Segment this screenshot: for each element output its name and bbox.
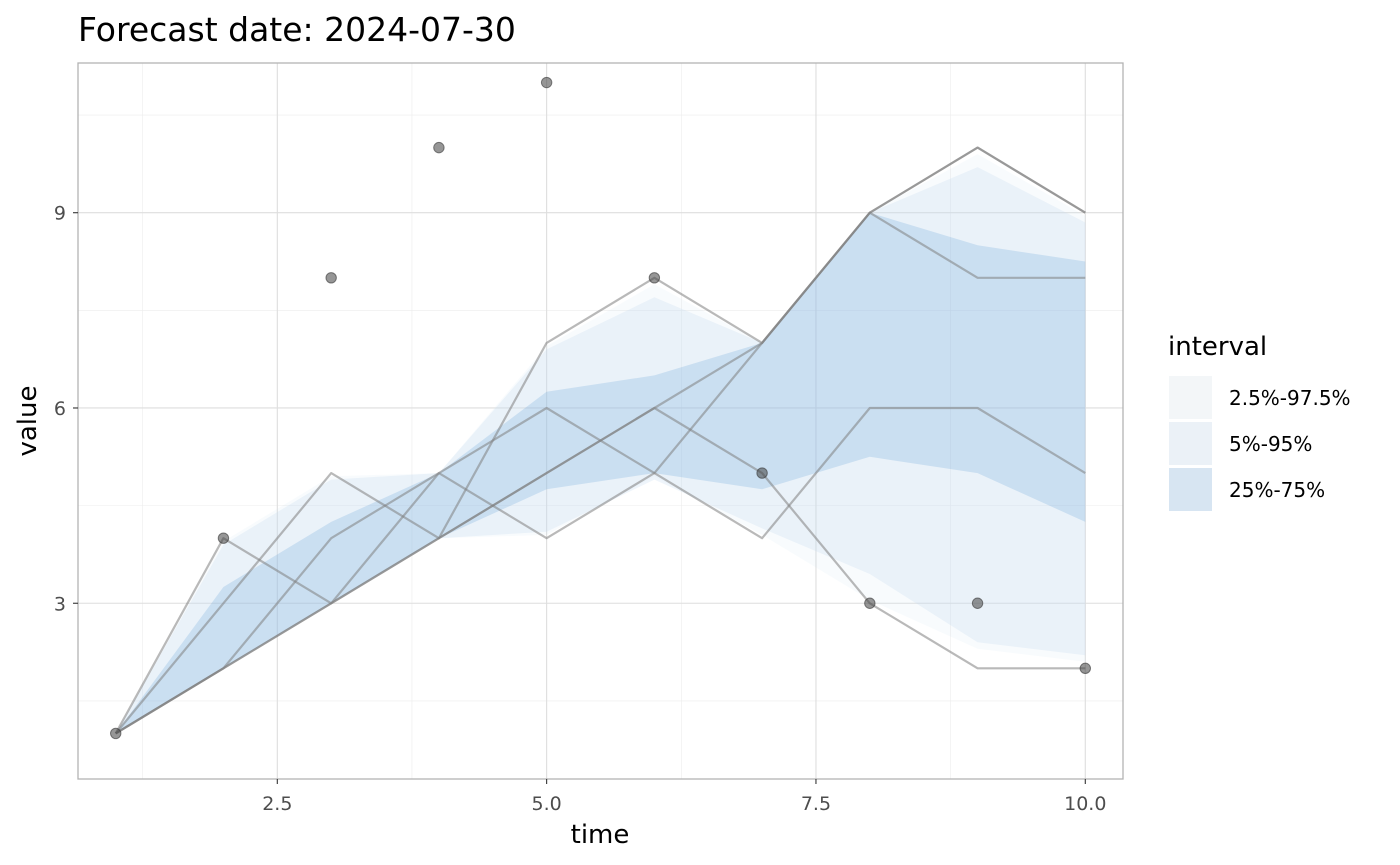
x-axis-title: time (571, 820, 630, 850)
interval-band-1 (115, 167, 1086, 734)
x-tick-label-2: 7.5 (801, 793, 831, 815)
legend-key-bg-0 (1169, 376, 1212, 419)
observed-point-2 (325, 272, 337, 284)
observed-point-9 (1079, 662, 1091, 675)
observed-point-8 (971, 597, 984, 609)
panel-border (77, 62, 1124, 780)
y-tick-label-1: 6 (54, 398, 66, 420)
x-tick-label-0: 2.5 (262, 793, 292, 815)
x-tick-label-1: 5.0 (532, 793, 562, 815)
interval-band-2 (115, 212, 1086, 734)
legend-label-2: 25%-75% (1229, 478, 1325, 502)
observed-point-5 (648, 272, 661, 284)
observed-point-0 (110, 727, 122, 740)
y-axis-ticks: 3 6 9 (54, 203, 78, 615)
x-tick-label-3: 10.0 (1064, 793, 1106, 815)
interval-band-0 (115, 154, 1086, 734)
observed-point-7 (864, 597, 876, 609)
y-tick-label-0: 3 (54, 593, 66, 615)
legend: interval 2.5%-97.5% 5%-95% 25%-75% (1168, 332, 1351, 511)
observed-point-4 (540, 76, 553, 89)
sample-lines (114, 146, 1086, 735)
legend-key-bg-1 (1169, 422, 1212, 465)
legend-title: interval (1168, 332, 1267, 362)
legend-label-1: 5%-95% (1229, 432, 1312, 456)
observed-point-1 (217, 532, 230, 544)
legend-label-0: 2.5%-97.5% (1229, 386, 1351, 410)
x-axis-ticks: 2.5 5.0 7.5 10.0 (262, 779, 1106, 815)
legend-key-2 (1169, 468, 1212, 511)
legend-key-0 (1169, 376, 1212, 419)
legend-key-bg-2 (1169, 468, 1212, 511)
observed-point-3 (433, 141, 445, 154)
y-tick-label-2: 9 (54, 203, 66, 225)
y-axis-title: value (13, 385, 43, 456)
observed-points (110, 76, 1091, 740)
observed-point-6 (756, 467, 768, 479)
chart-title: Forecast date: 2024-07-30 (78, 10, 516, 49)
sample-line-3 (115, 406, 1086, 735)
sample-line-4 (115, 406, 1086, 735)
legend-key-1 (1169, 422, 1212, 465)
interval-bands (115, 154, 1086, 734)
sample-line-1 (114, 211, 1086, 735)
